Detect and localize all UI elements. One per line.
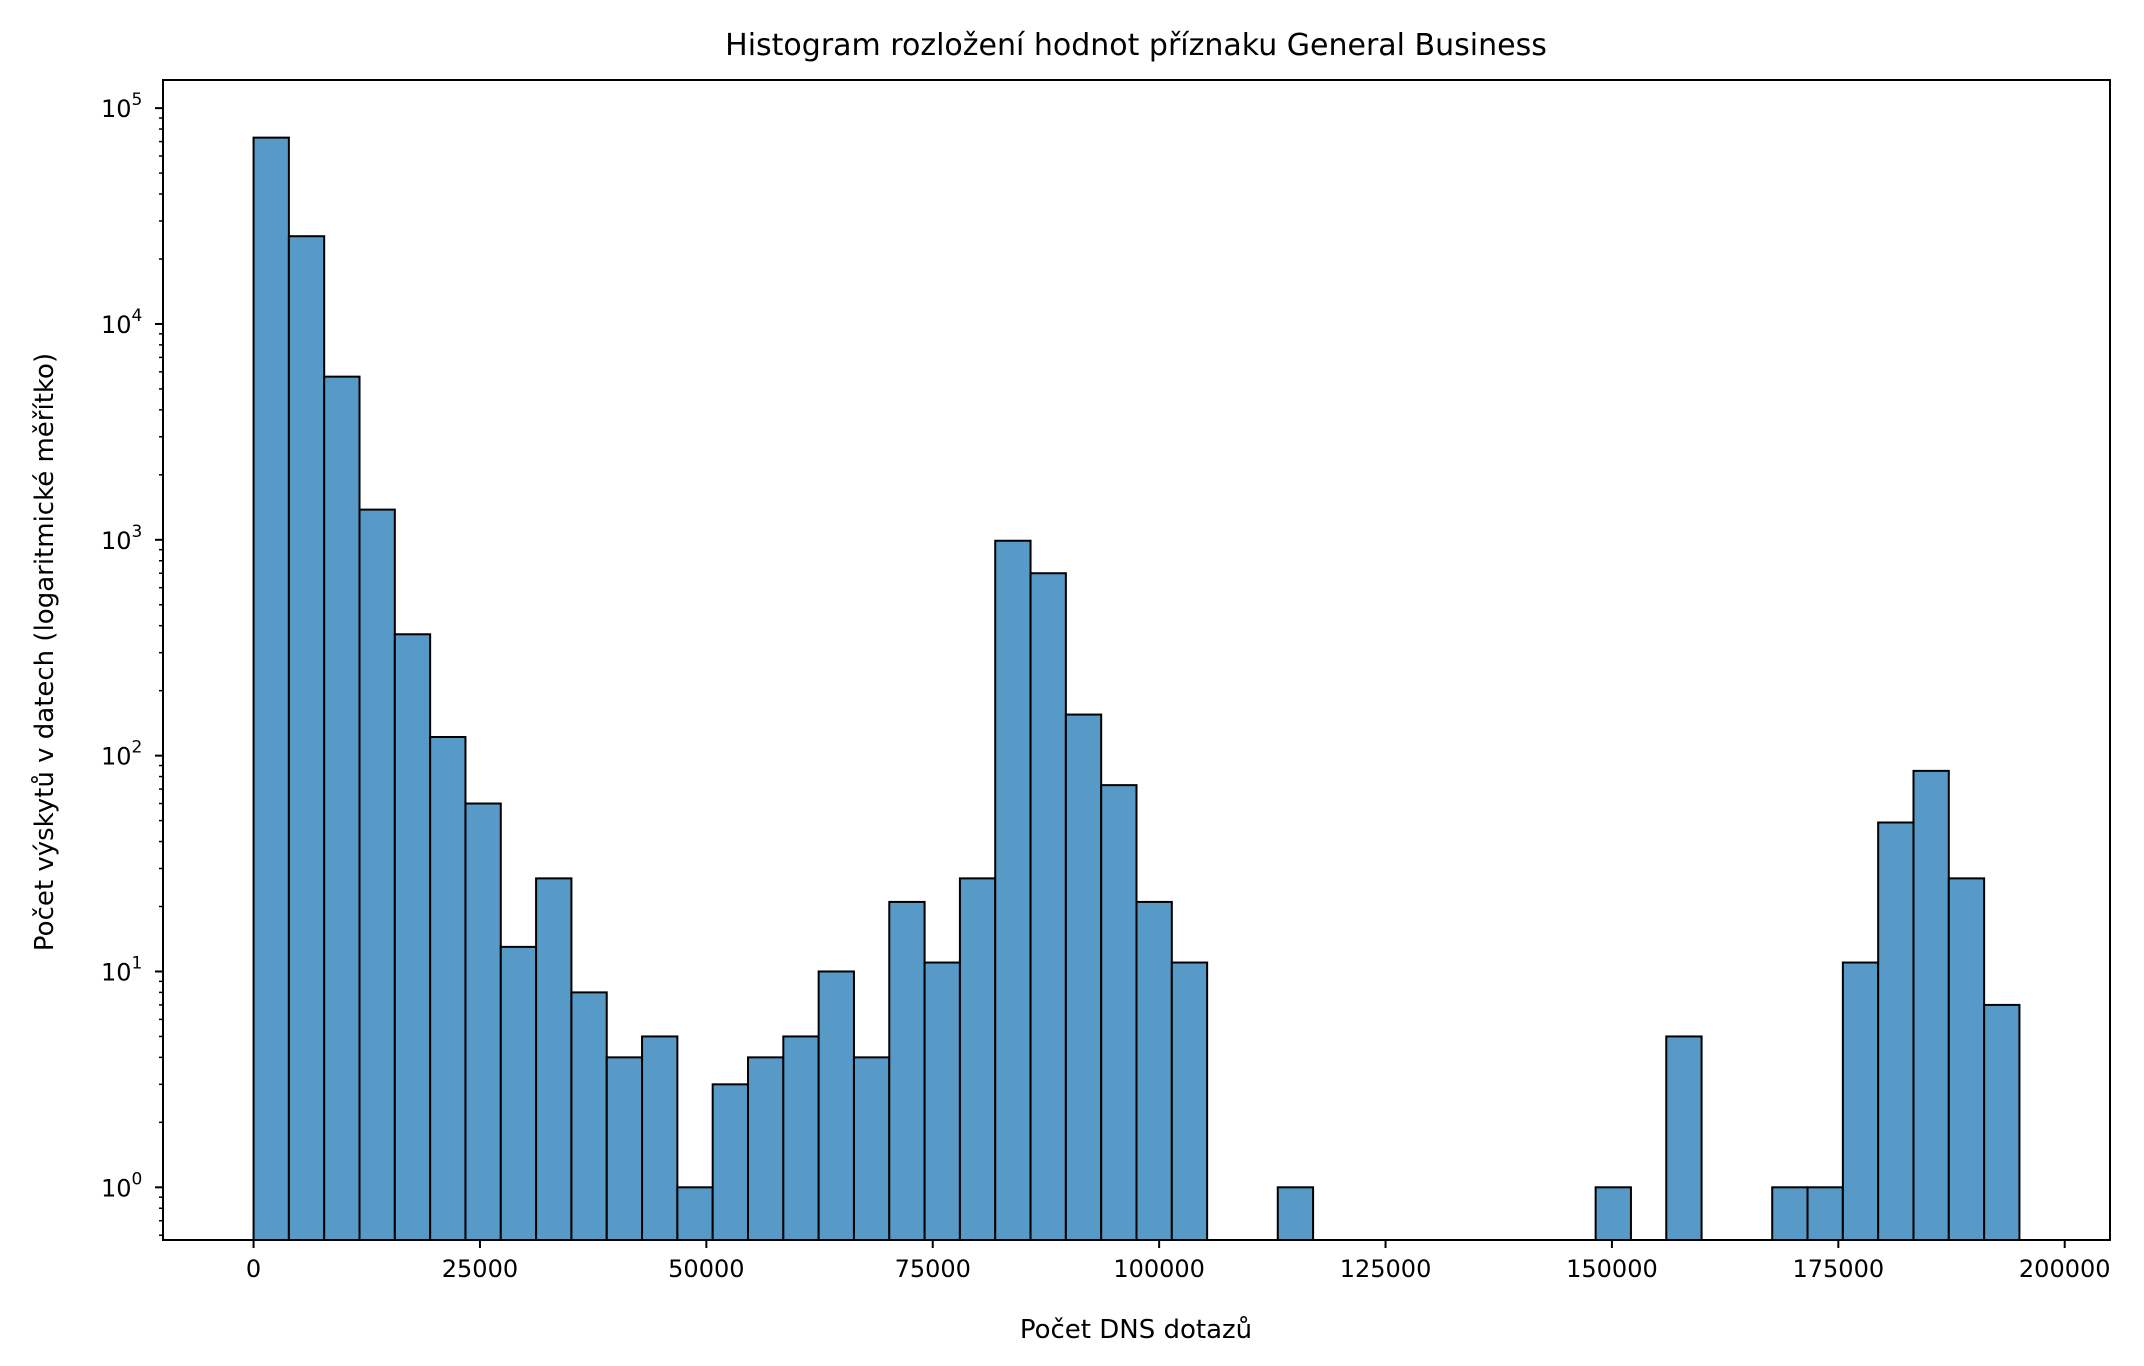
x-tick-label: 25000: [442, 1255, 518, 1283]
histogram-bar: [252, 136, 290, 1241]
y-tick-base: 10: [101, 527, 132, 555]
histogram-bar: [605, 1056, 644, 1241]
histogram-bar: [323, 375, 361, 1241]
histogram-bar: [923, 961, 961, 1241]
y-tick-exponent: 2: [132, 738, 143, 758]
y-tick-exponent: 4: [132, 306, 143, 326]
y-axis-label: Počet výskytů v datech (logaritmické měř…: [30, 353, 60, 951]
x-axis-label: Počet DNS dotazů: [1020, 1315, 1252, 1345]
histogram-bar: [1877, 821, 1915, 1241]
histogram-bar: [994, 539, 1032, 1241]
histogram-bar: [1912, 769, 1950, 1241]
histogram-bar: [1771, 1186, 1809, 1241]
x-tick-label: 0: [246, 1255, 261, 1283]
histogram-bar: [852, 1056, 891, 1241]
histogram-bar: [570, 991, 608, 1241]
y-tick-exponent: 1: [132, 953, 143, 973]
x-tick-label: 175000: [1793, 1255, 1885, 1283]
x-tick-label: 50000: [668, 1255, 744, 1283]
y-tick-base: 10: [101, 1174, 132, 1202]
histogram-bar: [499, 945, 538, 1241]
histogram-bar: [1947, 877, 1986, 1241]
histogram-bar: [676, 1186, 714, 1241]
y-tick-base: 10: [101, 311, 132, 339]
y-tick-base: 10: [101, 958, 132, 986]
x-axis-ticks: 0 25000 50000 75000 100000 125000 150000 175000…: [246, 1240, 2111, 1283]
y-tick-base: 10: [101, 743, 132, 771]
histogram-bar: [782, 1035, 820, 1241]
x-tick-label: 100000: [1113, 1255, 1205, 1283]
histogram-bar: [1029, 572, 1067, 1241]
y-tick-label: 101: [101, 953, 142, 986]
x-tick-label: 200000: [2019, 1255, 2111, 1283]
histogram-bar: [1276, 1186, 1315, 1241]
y-tick-label: 104: [101, 306, 142, 339]
y-tick-exponent: 3: [132, 522, 143, 542]
histogram-bar: [1064, 713, 1103, 1241]
histogram-bar: [817, 970, 855, 1241]
histogram-bar: [958, 877, 997, 1241]
histogram-bar: [1841, 961, 1880, 1241]
histogram-bar: [641, 1035, 679, 1241]
histogram-bar: [358, 508, 396, 1241]
histogram-bar: [1806, 1186, 1844, 1241]
histogram-bar: [429, 735, 467, 1241]
plot-frame: [162, 79, 2111, 1241]
x-tick-label: 75000: [895, 1255, 971, 1283]
histogram-bar: [393, 633, 432, 1241]
histogram-bar: [287, 235, 326, 1242]
histogram-bar: [1983, 1003, 2021, 1242]
histogram-bar: [464, 802, 502, 1241]
histogram-bar: [888, 900, 926, 1242]
y-tick-base: 10: [101, 95, 132, 123]
histogram-bar: [711, 1083, 750, 1242]
y-tick-label: 105: [101, 90, 142, 123]
y-tick-label: 102: [101, 738, 142, 771]
histogram-bar: [1170, 961, 1209, 1241]
histogram-bar: [1665, 1035, 1703, 1241]
histogram-bar: [535, 877, 573, 1241]
chart-title: Histogram rozložení hodnot příznaku Gene…: [725, 28, 1547, 63]
bars-group: [252, 136, 2021, 1242]
histogram-bar: [1135, 900, 1173, 1242]
x-tick-label: 125000: [1340, 1255, 1432, 1283]
y-tick-label: 100: [101, 1169, 142, 1202]
histogram-bar: [1100, 784, 1138, 1241]
x-tick-label: 150000: [1566, 1255, 1658, 1283]
histogram-bar: [747, 1056, 785, 1241]
y-tick-exponent: 0: [132, 1169, 143, 1189]
y-tick-exponent: 5: [132, 90, 143, 110]
histogram-bar: [1594, 1186, 1632, 1241]
y-tick-label: 103: [101, 522, 142, 555]
